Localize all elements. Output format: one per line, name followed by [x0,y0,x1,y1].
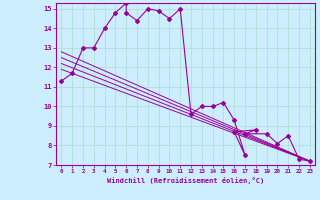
X-axis label: Windchill (Refroidissement éolien,°C): Windchill (Refroidissement éolien,°C) [107,177,264,184]
